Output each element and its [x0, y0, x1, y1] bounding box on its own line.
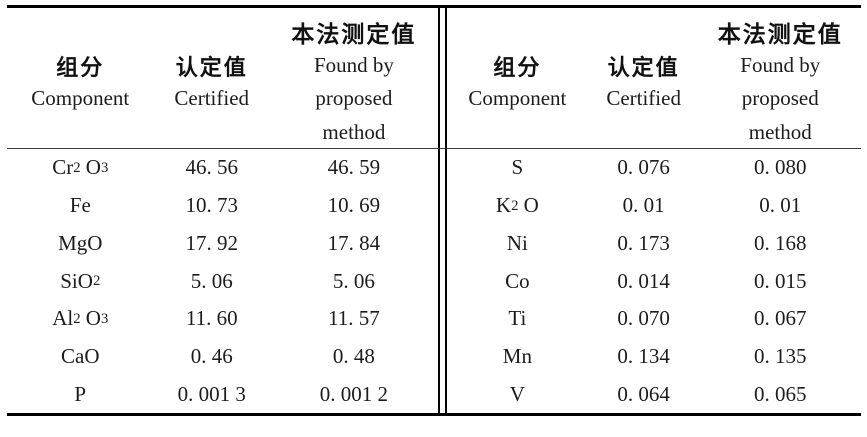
table-row: S 0. 076 0. 080 [447, 149, 861, 187]
certified-value-cell: 0. 064 [617, 381, 670, 406]
left-table-header: 组分 Component 认定值 Certified 本法测定值 Found b… [7, 8, 438, 149]
found-header-en-line2: proposed [741, 86, 819, 111]
table-row: Fe 10. 73 10. 69 [7, 187, 438, 225]
found-value-cell: 0. 080 [753, 155, 807, 180]
right-table-body: S 0. 076 0. 080 K 2 O 0. 01 0. 01 Ni 0. 173 0. 16… [447, 149, 861, 413]
component-cell: Ni [506, 230, 528, 255]
component-cell: Fe [69, 193, 91, 218]
component-cell: Co [505, 268, 530, 293]
table-row: Mn 0. 134 0. 135 [447, 338, 861, 376]
component-cell: P [74, 381, 87, 406]
found-value-cell: 0. 067 [753, 306, 807, 331]
certified-header-en: Certified [174, 86, 250, 111]
component-cell: S [511, 155, 524, 180]
found-value-cell: 0. 168 [753, 230, 807, 255]
left-table-body: Cr 2 O 3 46. 56 46. 59 Fe 10. 73 10. 69 MgO 17. 9… [7, 149, 438, 413]
component-cell: SiO 2 [60, 268, 101, 293]
certified-value-cell: 11. 60 [185, 306, 238, 331]
certified-value-cell: 0. 070 [617, 306, 670, 331]
left-table: 组分 Component 认定值 Certified 本法测定值 Found b… [7, 8, 438, 413]
certified-value-cell: 0. 014 [617, 268, 670, 293]
found-header-cn: 本法测定值 [717, 22, 843, 48]
double-rule-divider [438, 8, 447, 413]
certified-value-cell: 0. 46 [190, 343, 233, 368]
table-row: Al 2 O 3 11. 60 11. 57 [7, 300, 438, 338]
certified-header-cn: 认定值 [607, 55, 680, 81]
component-header-en: Component [31, 86, 130, 111]
certified-vs-found-table: 组分 Component 认定值 Certified 本法测定值 Found b… [7, 5, 861, 416]
certified-value-cell: 0. 173 [617, 230, 670, 255]
component-header-en: Component [468, 86, 567, 111]
component-cell: MgO [58, 230, 103, 255]
certified-header-cn: 认定值 [175, 55, 248, 81]
certified-value-cell: 0. 001 3 [177, 381, 246, 406]
found-value-cell: 5. 06 [332, 268, 375, 293]
component-cell: Mn [502, 343, 532, 368]
found-header-cn: 本法测定值 [291, 22, 417, 48]
certified-value-cell: 0. 134 [617, 343, 670, 368]
table-row: MgO 17. 92 17. 84 [7, 224, 438, 262]
certified-value-cell: 46. 56 [185, 155, 238, 180]
table-row: V 0. 064 0. 065 [447, 375, 861, 413]
component-cell: Ti [508, 306, 527, 331]
found-value-cell: 46. 59 [327, 155, 381, 180]
header-separator-rule [7, 148, 861, 149]
certified-value-cell: 10. 73 [185, 193, 238, 218]
component-header-cn: 组分 [56, 55, 105, 81]
found-header-en-line3: method [322, 119, 386, 144]
right-table-header: 组分 Component 认定值 Certified 本法测定值 Found b… [447, 8, 861, 149]
found-header-en-line3: method [748, 119, 812, 144]
component-cell: CaO [61, 343, 100, 368]
found-value-cell: 0. 48 [332, 343, 375, 368]
table-row: Cr 2 O 3 46. 56 46. 59 [7, 149, 438, 187]
table-row: SiO 2 5. 06 5. 06 [7, 262, 438, 300]
found-header-en-line2: proposed [315, 86, 393, 111]
table-row: Ti 0. 070 0. 067 [447, 300, 861, 338]
found-value-cell: 0. 001 2 [319, 381, 389, 406]
right-table: 组分 Component 认定值 Certified 本法测定值 Found b… [447, 8, 861, 413]
table-row: P 0. 001 3 0. 001 2 [7, 375, 438, 413]
certified-value-cell: 17. 92 [185, 230, 238, 255]
found-value-cell: 0. 065 [753, 381, 807, 406]
found-value-cell: 0. 015 [753, 268, 807, 293]
found-value-cell: 0. 01 [759, 193, 802, 218]
certified-value-cell: 0. 076 [617, 155, 670, 180]
certified-header-en: Certified [606, 86, 681, 111]
component-header-cn: 组分 [493, 55, 542, 81]
found-header-en-line1: Found by [313, 53, 394, 78]
found-value-cell: 0. 135 [753, 343, 807, 368]
found-header-en-line1: Found by [740, 53, 821, 78]
found-value-cell: 10. 69 [327, 193, 381, 218]
component-cell: V [509, 381, 525, 406]
table-row: Co 0. 014 0. 015 [447, 262, 861, 300]
table-row: CaO 0. 46 0. 48 [7, 338, 438, 376]
certified-value-cell: 5. 06 [190, 268, 233, 293]
certified-value-cell: 0. 01 [622, 193, 665, 218]
table-row: Ni 0. 173 0. 168 [447, 224, 861, 262]
found-value-cell: 11. 57 [328, 306, 380, 331]
found-value-cell: 17. 84 [327, 230, 381, 255]
